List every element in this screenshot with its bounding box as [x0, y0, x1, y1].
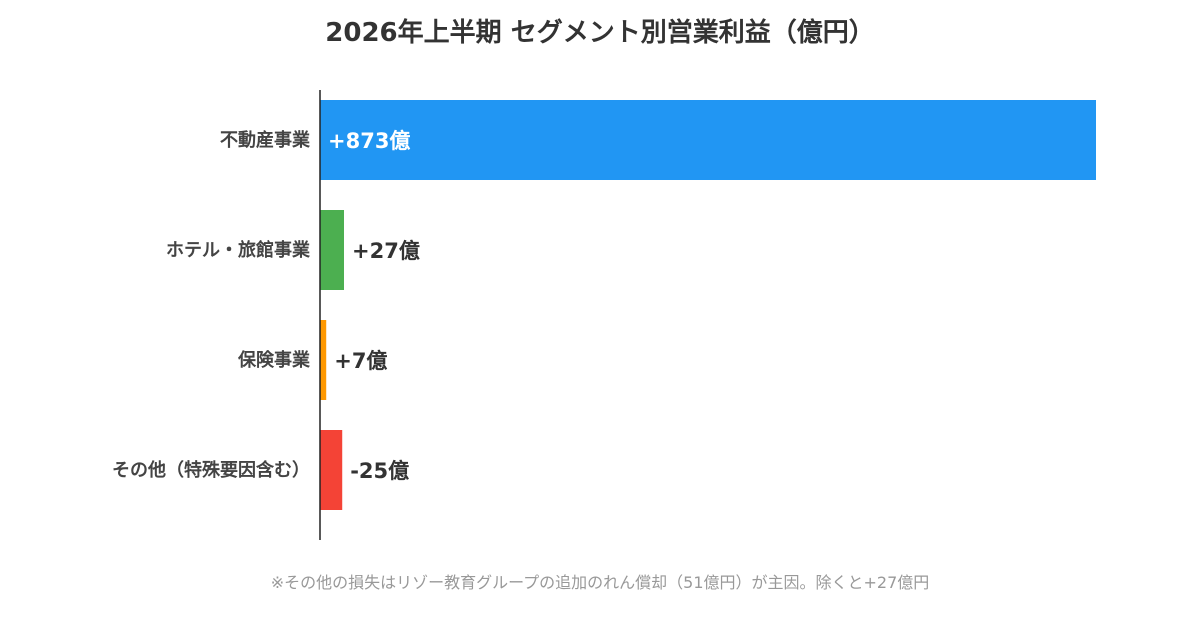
category-label-3: その他（特殊要因含む） — [112, 459, 310, 481]
bar-0 — [320, 100, 1096, 180]
bar-1 — [320, 210, 344, 290]
value-label-3: -25億 — [350, 459, 409, 483]
footnote: ※その他の損失はリゾー教育グループの追加のれん償却（51億円）が主因。除くと+2… — [271, 573, 930, 592]
category-label-2: 保険事業 — [237, 349, 311, 371]
category-label-0: 不動産事業 — [220, 129, 311, 151]
chart-title: 2026年上半期 セグメント別営業利益（億円） — [325, 17, 874, 48]
bar-2 — [320, 320, 327, 400]
value-label-0: +873億 — [328, 129, 410, 153]
value-label-2: +7億 — [334, 349, 387, 373]
bar-3 — [320, 430, 343, 510]
category-label-1: ホテル・旅館事業 — [166, 239, 311, 261]
value-label-1: +27億 — [352, 239, 420, 263]
